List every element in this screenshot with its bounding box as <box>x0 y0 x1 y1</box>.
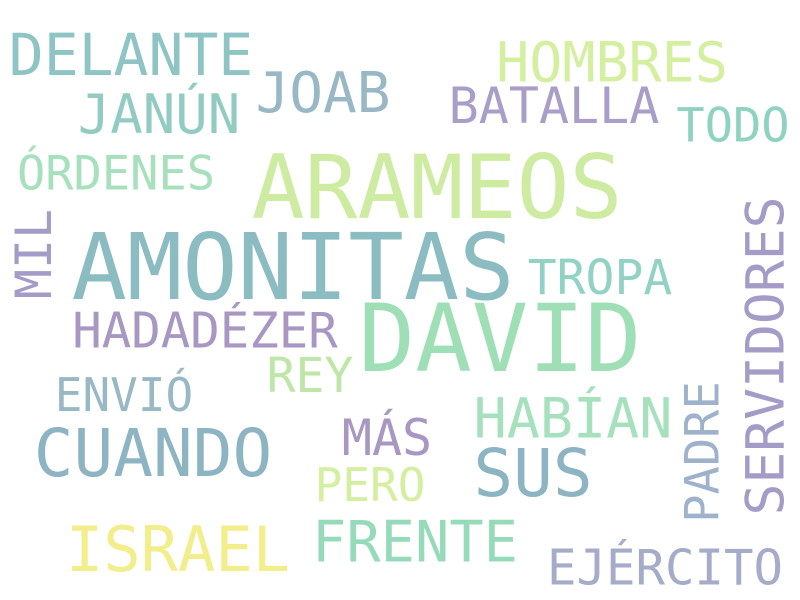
word-hombres: HOMBRES <box>496 30 728 95</box>
word-hadadezer: HADADÉZER <box>72 302 338 360</box>
word-rey: REY <box>266 348 354 404</box>
word-padre: PADRE <box>675 381 731 523</box>
word-cuando: CUANDO <box>33 415 273 492</box>
word-mas: MÁS <box>341 409 433 467</box>
word-servidores: SERVIDORES <box>735 196 797 516</box>
word-tropa: TROPA <box>527 250 673 306</box>
word-pero: PERO <box>314 458 426 512</box>
word-envio: ENVIÓ <box>54 368 194 422</box>
word-israel: ISRAEL <box>66 513 290 586</box>
word-habian: HABÍAN <box>473 386 673 451</box>
word-sus: SUS <box>473 435 593 512</box>
word-batalla: BATALLA <box>448 77 660 135</box>
word-david: DAVID <box>358 285 642 394</box>
word-joab: JOAB <box>255 61 391 126</box>
word-ejercito: EJÉRCITO <box>546 539 784 597</box>
word-todo: TODO <box>676 98 790 154</box>
word-amonitas: AMONITAS <box>71 214 515 321</box>
word-janun: JANÚN <box>77 83 241 146</box>
word-ordenes: ÓRDENES <box>16 146 216 202</box>
word-frente: FRENTE <box>312 509 518 576</box>
word-mil: MIL <box>5 208 63 300</box>
word-delante: DELANTE <box>8 21 254 89</box>
word-arameos: ARAMEOS <box>251 136 623 239</box>
